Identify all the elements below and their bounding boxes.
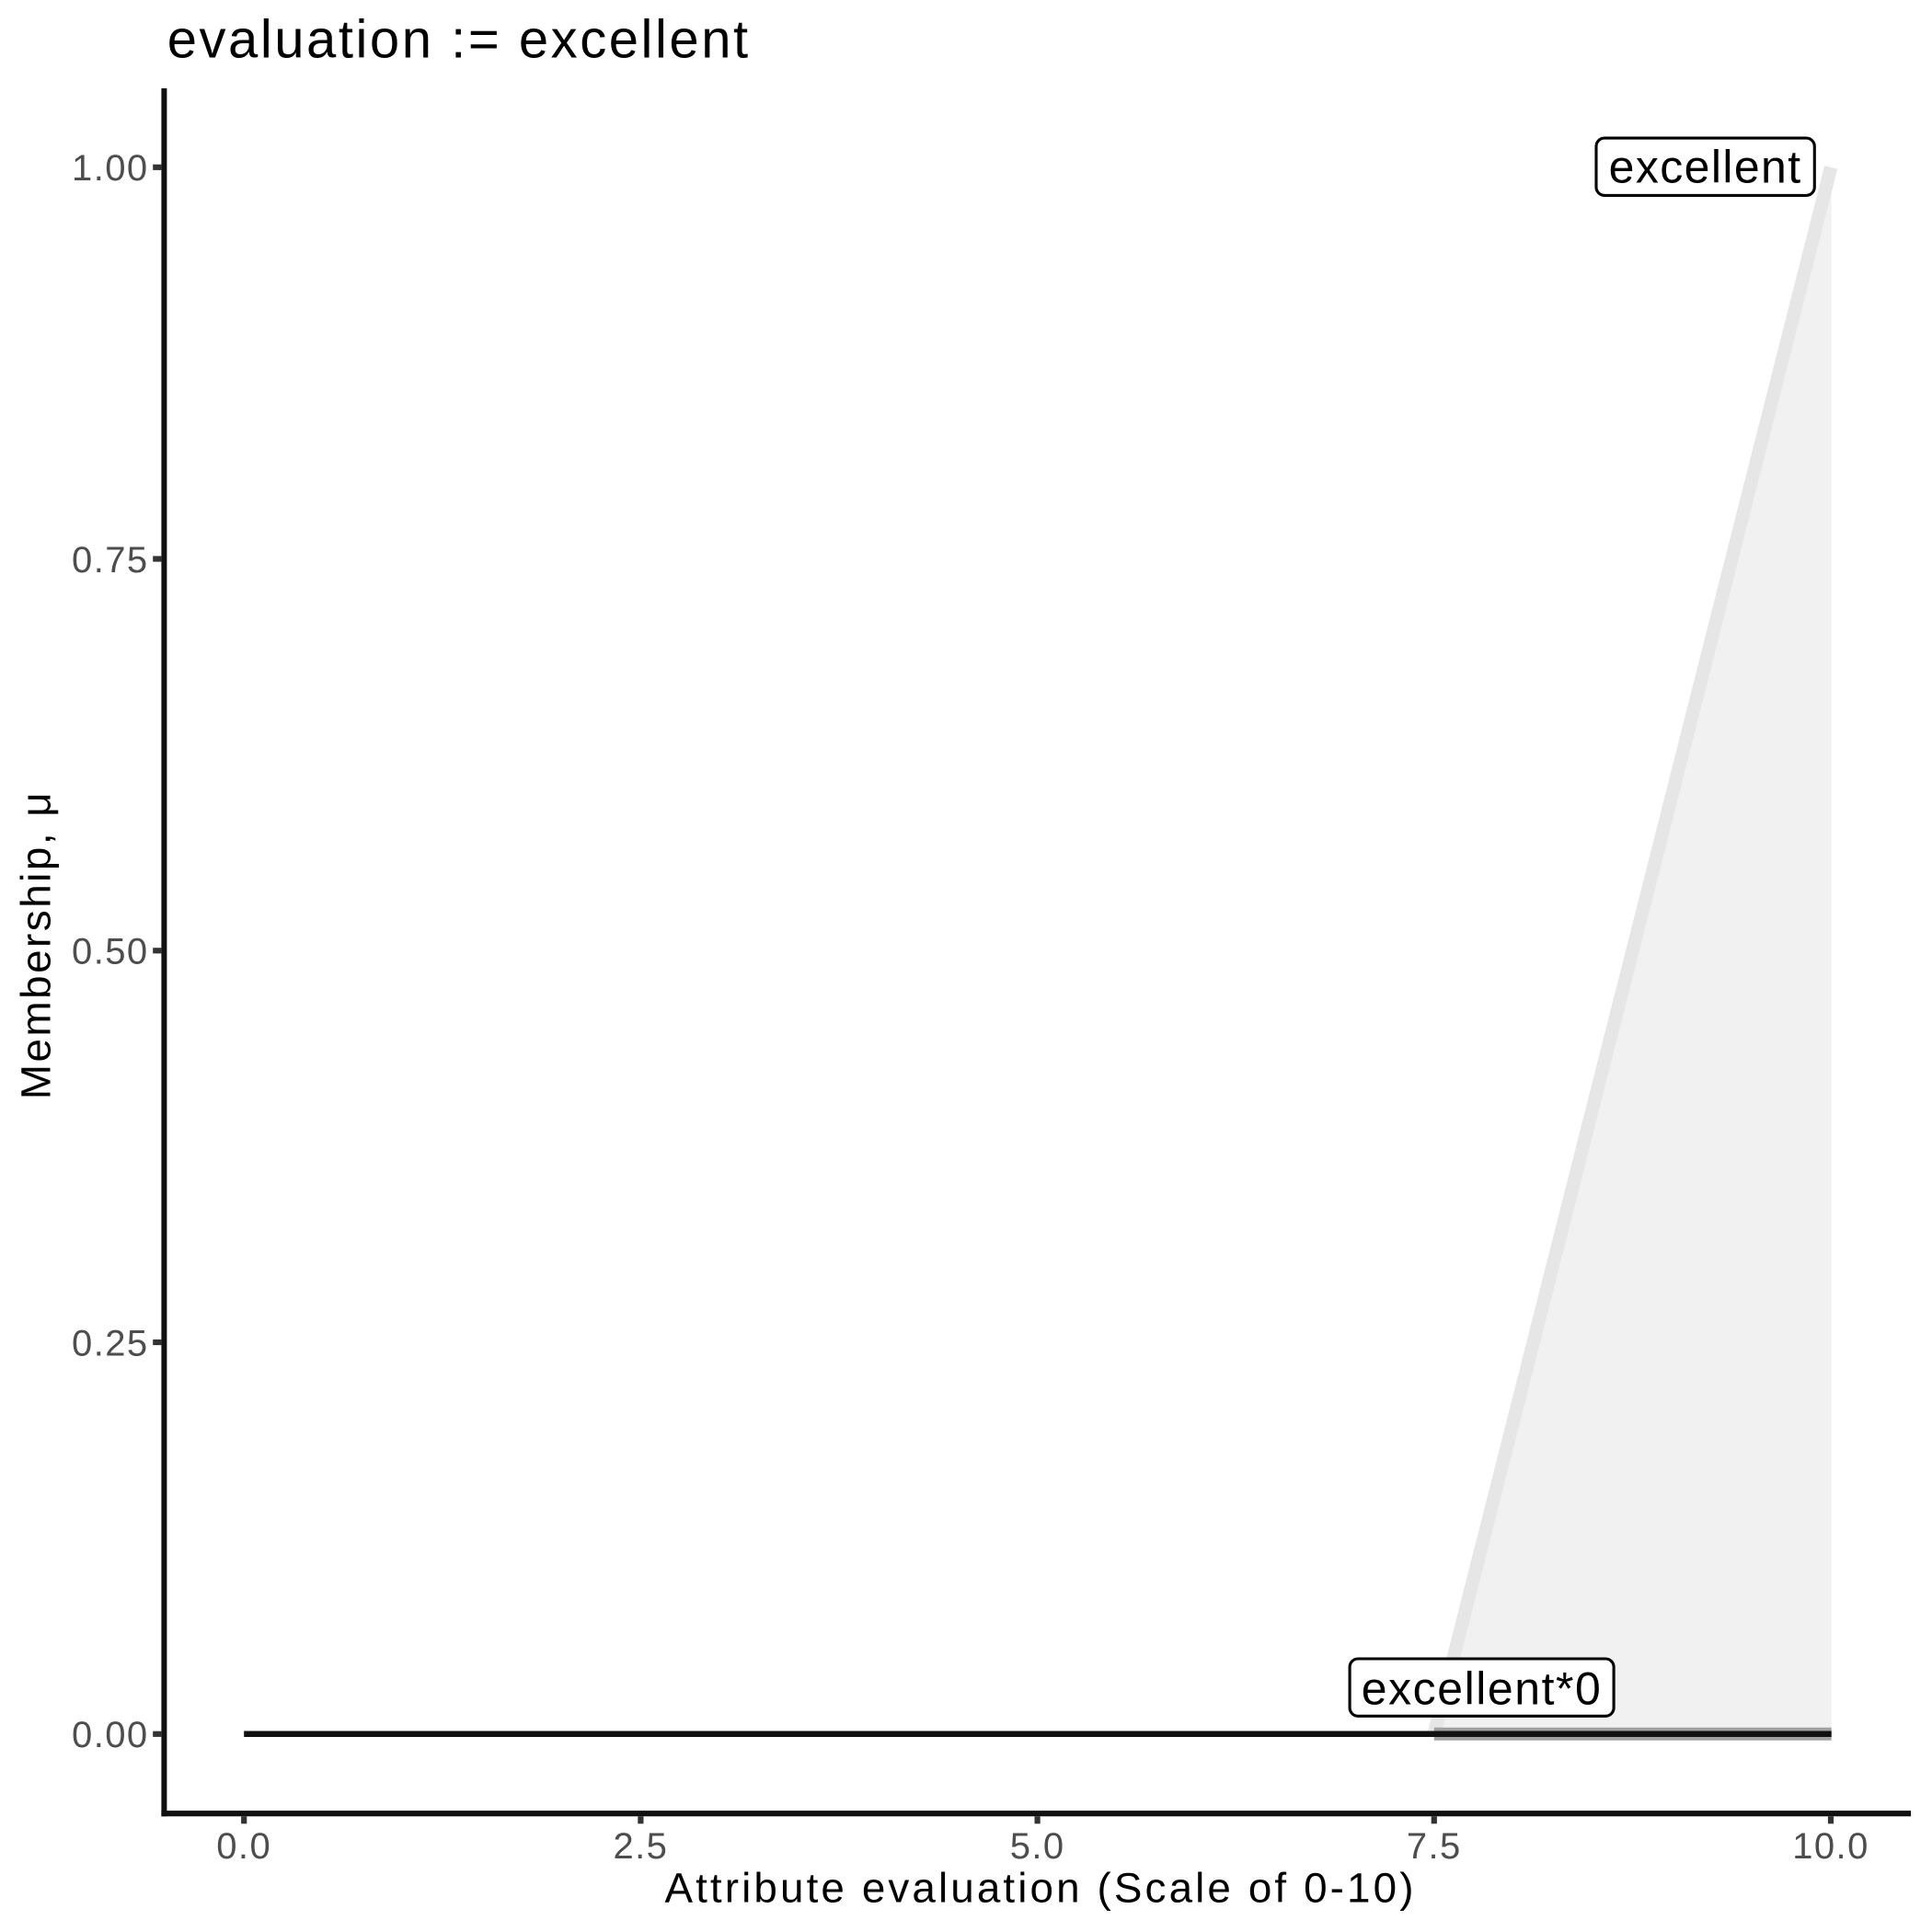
svg-text:0.0: 0.0 xyxy=(216,1826,271,1867)
svg-text:Membership, μ: Membership, μ xyxy=(12,790,59,1099)
svg-text:5.0: 5.0 xyxy=(1010,1826,1065,1867)
svg-text:0.50: 0.50 xyxy=(72,932,148,972)
svg-text:Attribute evaluation (Scale of: Attribute evaluation (Scale of 0-10) xyxy=(664,1865,1416,1912)
svg-text:1.00: 1.00 xyxy=(72,148,148,189)
svg-text:0.25: 0.25 xyxy=(72,1323,148,1363)
svg-text:evaluation := excellent: evaluation := excellent xyxy=(167,10,751,70)
svg-text:excellent: excellent xyxy=(1609,141,1802,192)
svg-text:0.00: 0.00 xyxy=(72,1715,148,1755)
svg-text:2.5: 2.5 xyxy=(613,1826,668,1867)
svg-text:7.5: 7.5 xyxy=(1407,1826,1462,1867)
svg-text:excellent*0: excellent*0 xyxy=(1362,1663,1603,1715)
svg-text:0.75: 0.75 xyxy=(72,540,148,581)
svg-text:10.0: 10.0 xyxy=(1792,1826,1869,1867)
